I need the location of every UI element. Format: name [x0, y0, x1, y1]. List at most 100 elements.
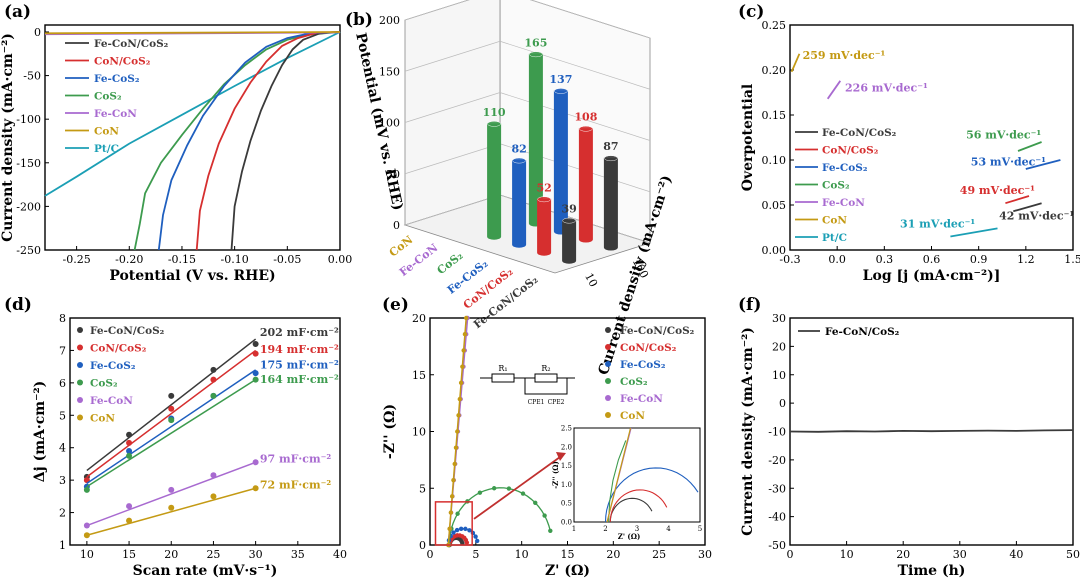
- d-fit-Fe-CoS2: [86, 369, 257, 485]
- d-legend-label: CoN: [90, 413, 115, 425]
- e-inset-arc-CoS2: [608, 440, 627, 523]
- d-capacitance-label: 164 mF·cm⁻²: [260, 373, 339, 386]
- d-legend-marker: [77, 397, 83, 403]
- e-point-CoN: [461, 348, 466, 353]
- e-point-CoS2: [533, 500, 538, 506]
- d-point-Fe-CoS2: [126, 447, 133, 454]
- panel-a: -0.25 -0.20 -0.15 -0.10 -0.05 0.00 0 -50 -100 -15…: [0, 2, 352, 284]
- c-slope-label: 226 mV·dec⁻¹: [845, 82, 928, 95]
- f-ytick-label: -10: [768, 426, 786, 439]
- panel-c: -0.3 0.0 0.3 0.6 0.9 1.2 1.5 0.00 0.05 0.10 0.15 0.…: [738, 2, 1080, 284]
- d-legend-label: Fe-CoN: [90, 395, 133, 407]
- b-bar-top: [537, 196, 551, 203]
- e-point-Fe-CoS2: [458, 526, 464, 531]
- d-point-Fe-CoN/CoS2: [126, 431, 133, 438]
- b-bar-label: 87: [603, 140, 618, 153]
- e-circuit-branch: [524, 378, 568, 395]
- e-legend-label: CoS₂: [620, 376, 648, 388]
- e-point-CoN: [449, 494, 455, 499]
- d-point-CoN: [210, 493, 217, 500]
- f-xtick-label: 50: [1066, 548, 1080, 561]
- e-inset-ytick: 2.0: [561, 443, 572, 451]
- a-xtick-label: -0.05: [273, 253, 301, 266]
- e-inset-line-CoN: [606, 427, 632, 523]
- e-zoom-box: [434, 501, 473, 546]
- c-xtick-label: 1.2: [1017, 253, 1035, 266]
- a-ytick-label: -200: [16, 200, 41, 213]
- d-axes-frame: [69, 317, 341, 546]
- a-legend-label: Fe-CoS₂: [94, 73, 140, 85]
- e-zoom-arrowhead: [556, 452, 566, 461]
- e-ylabel: -Z'' (Ω): [382, 404, 398, 459]
- c-xtick-label: 0.0: [828, 253, 846, 266]
- f-ytick-label: 20: [772, 340, 786, 353]
- c-tafel-Fe-CoN: [826, 80, 842, 100]
- e-circuit-r1-label: R₁: [498, 364, 507, 373]
- e-point-Fe-CoS2: [467, 528, 472, 533]
- d-point-CoS2: [168, 417, 175, 424]
- a-ytick-label: -50: [23, 70, 41, 83]
- b-sample-tick: CoN: [387, 233, 416, 259]
- e-circuit-cpe1: CPE1: [528, 399, 545, 406]
- e-ytick-label: 10: [412, 426, 426, 439]
- e-inset-ytick: 1.5: [561, 462, 572, 470]
- e-point-CoS2: [491, 486, 497, 491]
- d-legend-label: CoN/CoS₂: [90, 343, 147, 355]
- b-gridline: [404, 0, 651, 39]
- b-bar-top: [554, 88, 568, 94]
- e-xtick-label: 25: [652, 548, 666, 561]
- f-ytick-label: 10: [772, 369, 786, 382]
- c-panel-label: (c): [738, 2, 764, 22]
- a-xlabel: Potential (V vs. RHE): [109, 268, 275, 284]
- d-point-Fe-CoN: [126, 503, 133, 510]
- b-bar-Fe-CoN/CoS2: [562, 220, 577, 264]
- d-point-Fe-CoN/CoS2: [168, 392, 175, 399]
- c-legend-label: Fe-CoN/CoS₂: [822, 127, 897, 139]
- b-ztick-label: 100: [379, 117, 400, 130]
- c-tafel-Pt/C: [950, 227, 998, 238]
- b-bar-label: 39: [561, 203, 576, 216]
- d-point-Fe-CoN: [252, 459, 259, 466]
- a-xtick-label: -0.25: [62, 253, 90, 266]
- e-point-CoN: [460, 364, 465, 369]
- d-point-CoN/CoS2: [210, 376, 217, 383]
- f-xtick-label: 0: [787, 548, 794, 561]
- f-xtick-label: 40: [1009, 548, 1023, 561]
- e-ytick-label: 5: [419, 482, 426, 495]
- f-series: [789, 429, 1074, 433]
- a-legend-label: Fe-CoN/CoS₂: [94, 38, 169, 50]
- a-panel-label: (a): [4, 2, 31, 22]
- d-point-Fe-CoN: [168, 486, 175, 493]
- d-point-CoS2: [126, 452, 133, 459]
- b-bar-top: [529, 51, 543, 58]
- e-point-Fe-CoS2: [473, 534, 478, 539]
- c-tafel-Fe-CoS2: [1025, 159, 1061, 170]
- d-fit-CoS2: [86, 378, 257, 488]
- c-slope-label: 49 mV·dec⁻¹: [960, 184, 1035, 197]
- d-point-Fe-CoN/CoS2: [210, 366, 217, 373]
- e-circuit-r2: [534, 373, 558, 383]
- d-point-CoN/CoS2: [126, 439, 133, 446]
- f-xtick-label: 10: [840, 548, 854, 561]
- e-inset-arc-CoN/CoS2: [609, 489, 668, 523]
- a-ylabel: Current density (mA·cm⁻²): [0, 33, 16, 242]
- b-bar-label: 110: [483, 106, 506, 119]
- b-bar-top: [604, 155, 618, 162]
- e-point-CoN: [456, 413, 461, 418]
- b-gridline: [404, 92, 651, 141]
- d-point-CoN/CoS2: [168, 405, 175, 412]
- c-slope-label: 53 mV·dec⁻¹: [971, 155, 1046, 168]
- a-legend-label: CoS₂: [94, 91, 122, 103]
- d-capacitance-label: 97 mF·cm⁻²: [260, 452, 332, 465]
- e-legend-label: Fe-CoN: [620, 393, 663, 405]
- f-ytick-label: 0: [779, 397, 786, 410]
- a-series-CoS2: [133, 31, 341, 251]
- f-xtick-label: 20: [896, 548, 910, 561]
- c-slope-label: 56 mV·dec⁻¹: [966, 128, 1041, 141]
- a-ytick-label: 0: [34, 26, 41, 39]
- e-point-CoN: [455, 429, 460, 434]
- e-inset-xtick: 5: [698, 525, 702, 533]
- c-tafel-CoS2: [1017, 141, 1042, 152]
- d-point-Fe-CoN/CoS2: [252, 340, 259, 347]
